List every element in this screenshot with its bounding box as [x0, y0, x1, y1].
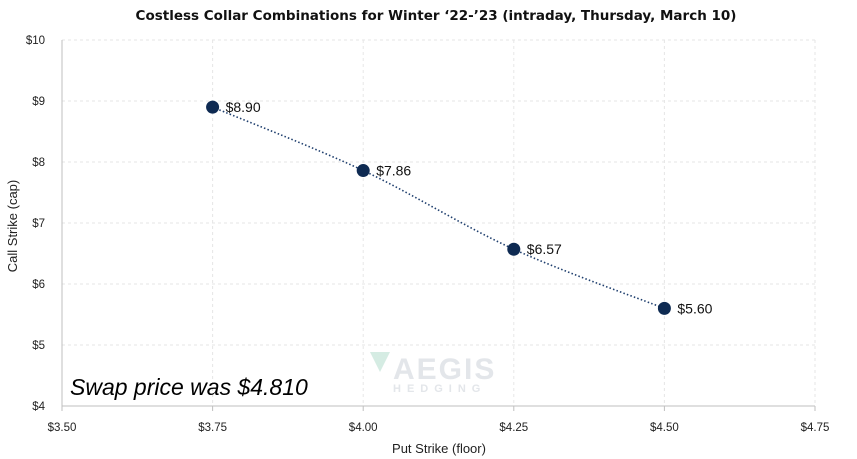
y-tick-label: $8: [32, 157, 45, 169]
chart-title: Costless Collar Combinations for Winter …: [136, 8, 737, 24]
y-tick-label: $9: [32, 96, 45, 108]
data-point: [657, 301, 671, 315]
data-point: [206, 100, 220, 114]
x-tick-labels: $3.50 $3.75 $4.00 $4.25 $4.50 $4.75: [48, 422, 830, 434]
y-tick-label: $5: [32, 340, 45, 352]
data-label: $8.90: [226, 99, 261, 115]
watermark-sub-text: HEDGING: [393, 383, 486, 395]
aegis-hedging-watermark-logo: AEGIS HEDGING: [370, 352, 496, 395]
watermark-mark-icon: [370, 352, 390, 372]
data-label: $5.60: [677, 300, 712, 316]
x-tick-label: $4.75: [801, 422, 830, 434]
swap-price-annotation: Swap price was $4.810: [70, 374, 308, 400]
data-label: $7.86: [376, 163, 411, 179]
y-tick-label: $7: [32, 218, 45, 230]
data-point: [356, 164, 370, 178]
data-points: [206, 100, 671, 315]
y-tick-label: $4: [32, 401, 45, 413]
axes: [61, 40, 816, 411]
x-tick-label: $3.50: [48, 422, 77, 434]
x-tick-label: $4.00: [349, 422, 378, 434]
x-tick-label: $4.50: [650, 422, 679, 434]
x-tick-label: $4.25: [499, 422, 528, 434]
data-labels: $8.90 $7.86 $6.57 $5.60: [226, 99, 713, 316]
y-tick-label: $6: [32, 279, 45, 291]
gridlines: [62, 39, 816, 406]
y-tick-label: $10: [26, 35, 45, 47]
x-tick-label: $3.75: [198, 422, 227, 434]
data-point: [507, 242, 521, 256]
watermark-main-text: AEGIS: [393, 353, 496, 386]
x-axis-label: Put Strike (floor): [392, 441, 486, 456]
y-axis-label: Call Strike (cap): [5, 180, 20, 272]
data-label: $6.57: [527, 241, 562, 257]
trendline: [212, 106, 665, 310]
y-tick-labels: $4 $5 $6 $7 $8 $9 $10: [26, 35, 46, 413]
